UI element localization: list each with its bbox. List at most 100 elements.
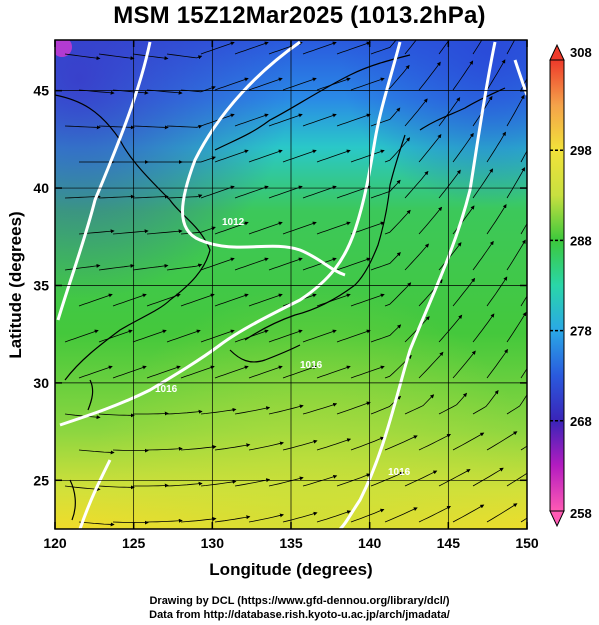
streamline (350, 365, 385, 379)
streamline (64, 194, 101, 199)
streamline (78, 293, 113, 307)
streamline (316, 365, 351, 379)
streamline (316, 221, 351, 235)
isobar-label: 1012 (222, 217, 245, 228)
streamline (438, 469, 471, 487)
x-axis-label: Longitude (degrees) (209, 560, 372, 579)
streamline (336, 41, 371, 55)
streamline (268, 476, 304, 487)
colorbar-scale (549, 59, 565, 512)
streamline (452, 205, 475, 235)
streamline (472, 40, 483, 55)
streamline (112, 293, 147, 307)
plot-area: 1012 1016 1016 1016 (55, 40, 527, 529)
streamline (438, 314, 463, 343)
streamline (282, 511, 318, 523)
streamline (248, 149, 283, 163)
streamline (146, 229, 183, 235)
x-tick-label: 120 (43, 535, 67, 551)
streamline (418, 134, 442, 163)
streamline (486, 348, 508, 379)
streamline (214, 515, 251, 523)
streamline (302, 402, 338, 415)
streamline (506, 311, 527, 343)
streamline (214, 221, 249, 235)
streamline (452, 350, 476, 379)
streamline (78, 521, 115, 527)
streamline (302, 474, 338, 487)
streamline (214, 77, 249, 91)
credit-data: Data from http://database.rish.kyoto-u.a… (149, 609, 450, 621)
streamline (180, 517, 217, 523)
streamline (64, 485, 101, 492)
streamline (350, 293, 385, 307)
streamline (234, 478, 271, 487)
streamline (214, 365, 249, 379)
credit-drawing: Drawing by DCL (https://www.gfd-dennou.o… (149, 595, 450, 607)
grid (55, 40, 527, 529)
streamline (486, 431, 518, 451)
y-tick-label: 40 (33, 180, 49, 196)
streamline (200, 479, 237, 487)
streamline (282, 149, 317, 163)
streamline (520, 295, 527, 307)
colorbar-tick-label: 298 (570, 143, 592, 158)
streamline (234, 41, 269, 55)
streamline (384, 435, 418, 451)
x-tick-label: 130 (201, 535, 225, 551)
streamline (98, 53, 135, 61)
streamline (302, 257, 337, 271)
streamline (98, 125, 135, 130)
streamline (200, 257, 235, 271)
streamline (146, 365, 181, 379)
streamline (282, 221, 317, 235)
streamline (316, 438, 352, 451)
streamline (438, 40, 450, 55)
streamline (506, 167, 525, 199)
streamline (98, 194, 135, 199)
streamline (200, 329, 235, 343)
streamline (404, 170, 429, 199)
axis-ticks: 120 125 130 135 140 145 150 25 30 35 40 45 (33, 40, 539, 551)
streamline (180, 226, 216, 235)
streamline (146, 446, 183, 451)
streamline (282, 439, 318, 451)
streamline (336, 257, 371, 271)
streamline (370, 179, 401, 199)
isobar-label: 1016 (155, 384, 178, 395)
streamline (438, 392, 468, 415)
streamline (98, 263, 135, 271)
streamline (486, 59, 506, 91)
streamline (112, 365, 147, 379)
streamline (248, 293, 283, 307)
streamline (98, 413, 135, 418)
streamline (132, 194, 169, 199)
x-tick-label: 150 (515, 535, 539, 551)
streamline (64, 125, 101, 130)
colorbar-tick-label: 308 (570, 45, 592, 60)
streamline (316, 149, 351, 163)
streamline (166, 124, 203, 129)
streamline (404, 98, 428, 127)
streamline (214, 443, 251, 451)
streamline (452, 432, 485, 451)
streamline (520, 222, 527, 235)
streamline (214, 293, 249, 307)
streamline (248, 365, 283, 379)
streamline (438, 97, 461, 127)
streamline (234, 257, 269, 271)
streamline (452, 132, 474, 163)
streamline (166, 409, 203, 415)
streamline (506, 239, 526, 271)
streamline (180, 365, 215, 379)
streamline (132, 125, 169, 130)
streamline (268, 257, 303, 271)
streamline (438, 169, 461, 199)
streamline (384, 282, 412, 307)
streamline (132, 53, 169, 61)
isobar-label: 1016 (388, 467, 411, 478)
streamline (112, 448, 149, 453)
y-tick-label: 35 (33, 277, 49, 293)
streamline (404, 394, 435, 415)
